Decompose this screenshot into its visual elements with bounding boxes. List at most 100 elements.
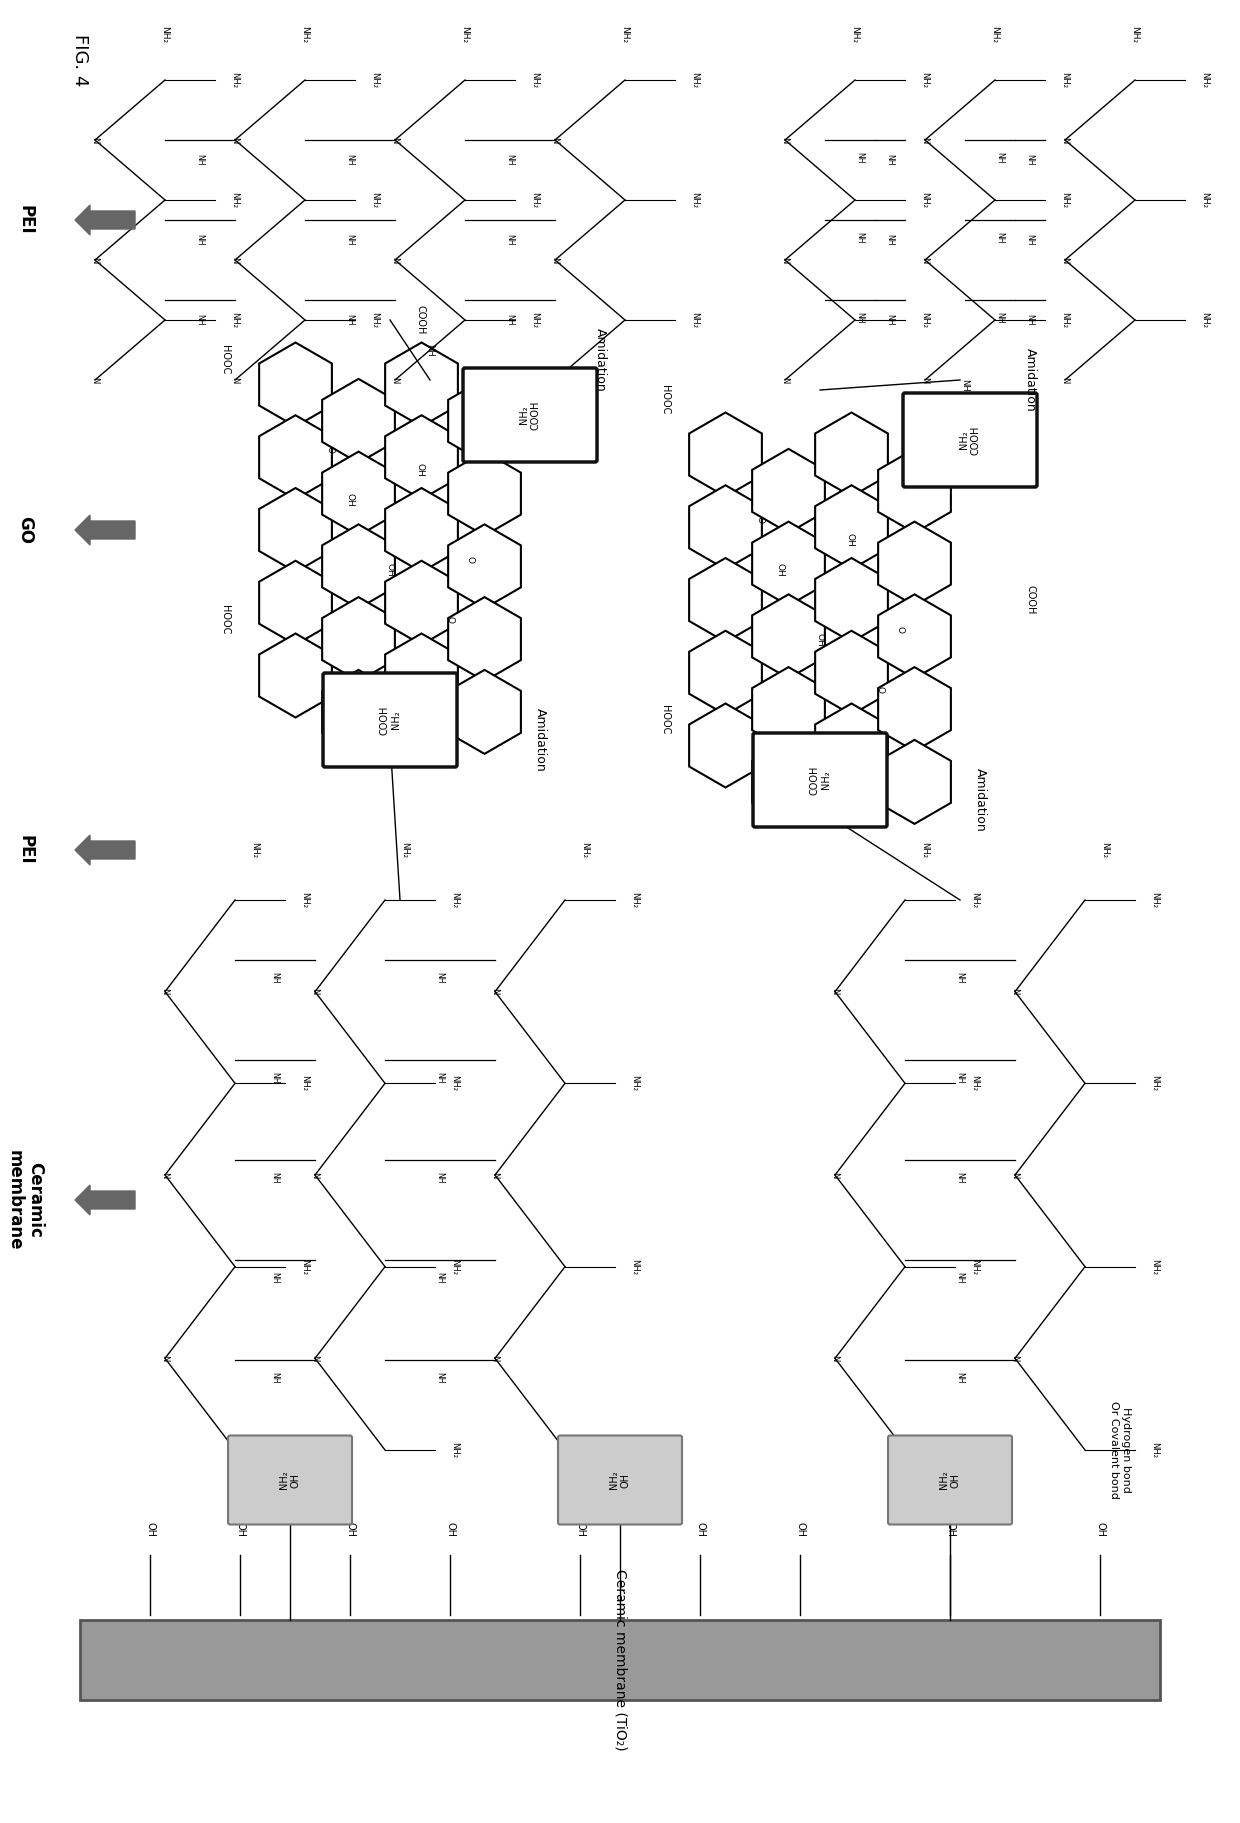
Text: HOOC: HOOC (219, 345, 231, 376)
Text: OH: OH (445, 1522, 455, 1537)
Text: NH₂: NH₂ (1200, 71, 1209, 88)
Text: N: N (831, 1354, 839, 1362)
Text: O: O (755, 516, 765, 523)
Text: NH₂: NH₂ (300, 27, 310, 44)
Text: NH₂: NH₂ (1200, 191, 1209, 208)
Text: OH: OH (1095, 1522, 1105, 1537)
Text: N: N (780, 257, 790, 263)
Text: NH: NH (270, 1072, 279, 1083)
Polygon shape (753, 448, 825, 532)
Text: NH₂: NH₂ (691, 71, 699, 88)
Text: N: N (920, 257, 930, 263)
Text: NH: NH (346, 314, 355, 326)
Text: NH: NH (425, 343, 434, 355)
Text: NH: NH (270, 972, 279, 984)
Polygon shape (259, 416, 332, 500)
Text: NH₂: NH₂ (920, 71, 930, 88)
Text: HOOC: HOOC (660, 385, 670, 414)
Text: NH₂: NH₂ (450, 1442, 460, 1458)
Text: NH₂: NH₂ (920, 312, 930, 328)
FancyBboxPatch shape (753, 733, 887, 828)
FancyBboxPatch shape (228, 1435, 352, 1524)
Text: PEI: PEI (16, 206, 33, 235)
Text: NH₂: NH₂ (250, 842, 259, 859)
Polygon shape (81, 1621, 1159, 1701)
Text: HOOC: HOOC (660, 706, 670, 735)
Polygon shape (689, 558, 761, 642)
Text: NH₂: NH₂ (371, 191, 379, 208)
Text: NH: NH (1025, 314, 1034, 326)
Text: NH₂: NH₂ (1151, 1442, 1159, 1458)
Text: NH₂: NH₂ (401, 842, 409, 859)
Polygon shape (448, 379, 521, 463)
Polygon shape (386, 343, 458, 427)
Text: NH₂
OH: NH₂ OH (279, 1471, 301, 1489)
Polygon shape (878, 667, 951, 751)
Text: NH₂: NH₂ (630, 1258, 640, 1274)
Text: GO: GO (16, 516, 33, 543)
Polygon shape (322, 525, 394, 609)
Text: N: N (1060, 137, 1070, 144)
Text: N: N (91, 137, 99, 144)
Text: NH₂: NH₂ (691, 191, 699, 208)
Polygon shape (878, 521, 951, 605)
Polygon shape (815, 704, 888, 788)
Polygon shape (753, 521, 825, 605)
Text: OH: OH (345, 1522, 355, 1537)
Polygon shape (689, 412, 761, 496)
Polygon shape (815, 412, 888, 496)
Text: NH: NH (435, 1072, 444, 1083)
Text: NH₂: NH₂ (450, 891, 460, 908)
Text: NH: NH (956, 1172, 965, 1183)
Text: NH: NH (856, 312, 864, 324)
Text: NH₂: NH₂ (691, 312, 699, 328)
Text: N: N (491, 1172, 500, 1178)
Text: NH: NH (956, 972, 965, 984)
Text: NH₂: NH₂ (991, 27, 999, 44)
Text: NH₂: NH₂ (300, 1076, 310, 1092)
Text: OH: OH (575, 1522, 585, 1537)
Polygon shape (322, 669, 394, 755)
Text: NH₂: NH₂ (531, 71, 539, 88)
Text: N: N (1060, 377, 1070, 383)
Text: N: N (551, 377, 559, 383)
Polygon shape (878, 594, 951, 678)
Text: NH: NH (885, 155, 894, 166)
Text: NH: NH (856, 153, 864, 164)
Polygon shape (689, 704, 761, 788)
Text: N: N (91, 257, 99, 263)
Text: Amidation: Amidation (973, 767, 987, 831)
Text: N: N (231, 137, 239, 144)
Text: N: N (1011, 1172, 1019, 1178)
Polygon shape (448, 598, 521, 682)
Text: NH: NH (196, 233, 205, 246)
Text: N: N (231, 377, 239, 383)
Text: NH₂: NH₂ (1151, 1258, 1159, 1274)
FancyArrow shape (76, 516, 135, 545)
Polygon shape (689, 631, 761, 715)
Text: COOH
NH₂: COOH NH₂ (379, 706, 401, 735)
Text: NH: NH (435, 1172, 444, 1183)
Text: NH₂: NH₂ (630, 1076, 640, 1092)
Text: NH₂: NH₂ (1151, 891, 1159, 908)
Text: NH: NH (506, 155, 515, 166)
Text: NH: NH (506, 233, 515, 246)
Text: NH: NH (435, 1373, 444, 1384)
Polygon shape (689, 485, 761, 569)
Text: OH: OH (846, 532, 854, 547)
Text: O: O (445, 616, 455, 623)
Text: NH: NH (270, 1172, 279, 1183)
Text: NH: NH (956, 1272, 965, 1283)
Text: N: N (160, 988, 170, 995)
Text: NH₂: NH₂ (460, 27, 470, 44)
Text: N: N (310, 1354, 320, 1362)
Text: NH: NH (346, 233, 355, 246)
Polygon shape (259, 489, 332, 572)
Text: O: O (875, 687, 884, 693)
Text: Ceramic membrane (TiO₂): Ceramic membrane (TiO₂) (613, 1570, 627, 1750)
FancyArrow shape (76, 835, 135, 864)
FancyBboxPatch shape (322, 673, 458, 767)
Polygon shape (448, 669, 521, 755)
Text: OH: OH (945, 1522, 955, 1537)
Text: NH₂: NH₂ (1060, 191, 1070, 208)
